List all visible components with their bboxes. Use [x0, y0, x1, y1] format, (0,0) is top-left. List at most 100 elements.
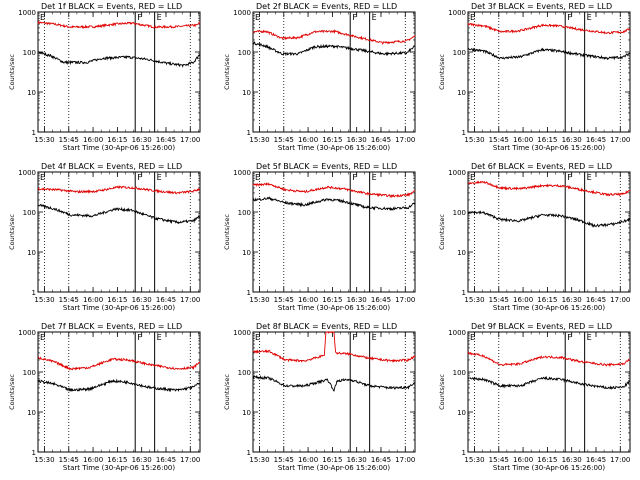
f-marker-label: F	[567, 333, 572, 342]
panel-title: Det 7f BLACK = Events, RED = LLD	[41, 322, 182, 331]
x-tick-label: 15:45	[59, 456, 79, 464]
f-marker-label: F	[567, 13, 572, 22]
e-marker-label-left: E	[470, 173, 475, 182]
e-marker-label: E	[587, 173, 592, 182]
x-tick-label: 16:45	[586, 296, 606, 304]
x-tick-label: 15:30	[34, 136, 54, 144]
e-marker-label-left: E	[40, 333, 45, 342]
x-axis-label: Start Time (30-Apr-06 15:26:00)	[63, 144, 175, 152]
x-tick-label: 16:15	[537, 296, 557, 304]
y-tick-label: 1	[32, 289, 36, 297]
y-tick-label: 10	[242, 249, 251, 257]
events-series-line	[37, 378, 201, 393]
y-tick-label: 10	[242, 409, 251, 417]
x-axis-label: Start Time (30-Apr-06 15:26:00)	[278, 144, 390, 152]
e-marker-label: E	[587, 13, 592, 22]
events-series-line	[37, 203, 201, 225]
y-tick-label: 1000	[18, 329, 36, 337]
y-axis-label: Counts/sec	[223, 374, 231, 410]
e-marker-label-left: E	[255, 333, 260, 342]
y-tick-label: 100	[238, 369, 251, 377]
x-tick-label: 16:30	[132, 136, 152, 144]
x-axis-label: Start Time (30-Apr-06 15:26:00)	[493, 144, 605, 152]
events-series-line	[467, 375, 631, 391]
plot-frame	[37, 171, 201, 293]
x-tick-label: 15:30	[249, 296, 269, 304]
x-tick-label: 16:30	[132, 456, 152, 464]
x-tick-label: 17:00	[610, 456, 630, 464]
x-tick-label: 16:45	[156, 136, 176, 144]
lld-series-line	[252, 182, 416, 199]
x-tick-label: 16:45	[371, 296, 391, 304]
y-tick-label: 1000	[448, 329, 466, 337]
x-tick-label: 15:30	[249, 136, 269, 144]
f-marker-label: F	[352, 173, 357, 182]
events-series-line	[252, 196, 416, 211]
y-tick-label: 10	[457, 409, 466, 417]
x-tick-label: 15:45	[489, 136, 509, 144]
x-tick-label: 17:00	[180, 456, 200, 464]
x-tick-label: 15:45	[59, 296, 79, 304]
y-tick-label: 1	[247, 289, 251, 297]
y-tick-label: 100	[453, 209, 466, 217]
y-axis-label: Counts/sec	[438, 374, 446, 410]
y-tick-label: 1000	[18, 169, 36, 177]
y-axis-label: Counts/sec	[8, 214, 16, 250]
x-tick-label: 16:00	[83, 456, 103, 464]
x-tick-label: 15:45	[274, 456, 294, 464]
x-tick-label: 16:00	[83, 136, 103, 144]
x-tick-label: 16:00	[513, 296, 533, 304]
x-tick-label: 16:00	[513, 456, 533, 464]
x-tick-label: 16:15	[537, 136, 557, 144]
e-marker-label-left: E	[40, 13, 45, 22]
lld-series-line	[37, 356, 201, 371]
y-tick-label: 100	[238, 49, 251, 57]
plot-frame	[467, 171, 631, 293]
chart-panel-9: Det 9f BLACK = Events, RED = LLD 1 10 100 10…	[438, 322, 631, 472]
x-tick-label: 16:30	[562, 136, 582, 144]
lld-series-line	[467, 180, 631, 197]
f-marker-label: F	[352, 333, 357, 342]
x-tick-label: 16:30	[562, 456, 582, 464]
x-tick-label: 15:45	[274, 296, 294, 304]
x-tick-label: 16:00	[513, 136, 533, 144]
x-axis-label: Start Time (30-Apr-06 15:26:00)	[63, 464, 175, 472]
chart-panel-1: Det 1f BLACK = Events, RED = LLD 1 10 100 10…	[8, 2, 201, 152]
x-tick-label: 16:45	[586, 136, 606, 144]
x-tick-label: 15:45	[489, 456, 509, 464]
e-marker-label-left: E	[470, 333, 475, 342]
plot-frame	[37, 331, 201, 453]
e-marker-label: E	[372, 13, 377, 22]
x-tick-label: 16:30	[132, 296, 152, 304]
x-tick-label: 17:00	[395, 136, 415, 144]
y-tick-label: 1000	[18, 9, 36, 17]
y-tick-label: 100	[23, 369, 36, 377]
x-tick-label: 17:00	[180, 136, 200, 144]
chart-panel-5: Det 5f BLACK = Events, RED = LLD 1 10 100 10…	[223, 162, 416, 312]
y-axis-label: Counts/sec	[8, 374, 16, 410]
panel-title: Det 9f BLACK = Events, RED = LLD	[471, 322, 612, 331]
x-tick-label: 16:45	[586, 456, 606, 464]
y-tick-label: 1000	[233, 9, 251, 17]
panel-title: Det 8f BLACK = Events, RED = LLD	[256, 322, 397, 331]
x-tick-label: 17:00	[610, 296, 630, 304]
plot-frame	[252, 331, 416, 453]
x-tick-label: 16:30	[347, 296, 367, 304]
panel-title: Det 3f BLACK = Events, RED = LLD	[471, 2, 612, 11]
events-series-line	[252, 41, 416, 57]
x-tick-label: 16:15	[107, 296, 127, 304]
x-tick-label: 16:15	[537, 456, 557, 464]
y-tick-label: 1	[462, 289, 466, 297]
x-tick-label: 17:00	[610, 136, 630, 144]
y-tick-label: 10	[27, 89, 36, 97]
e-marker-label-left: E	[470, 13, 475, 22]
e-marker-label-left: E	[255, 13, 260, 22]
x-axis-label: Start Time (30-Apr-06 15:26:00)	[278, 304, 390, 312]
chart-panel-7: Det 7f BLACK = Events, RED = LLD 1 10 100 10…	[8, 322, 201, 472]
x-tick-label: 16:15	[322, 136, 342, 144]
panel-title: Det 5f BLACK = Events, RED = LLD	[256, 162, 397, 171]
e-marker-label: E	[157, 173, 162, 182]
x-tick-label: 15:30	[34, 456, 54, 464]
x-tick-label: 16:30	[347, 456, 367, 464]
